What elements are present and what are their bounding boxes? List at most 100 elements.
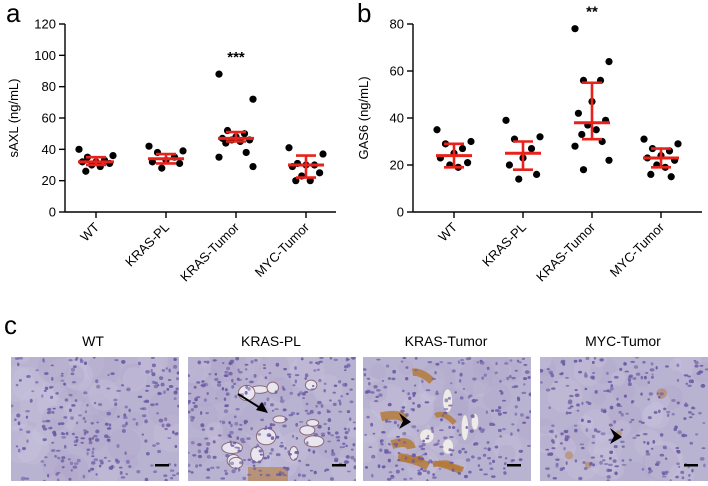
- cell-nucleus: [614, 471, 618, 476]
- cell-nucleus: [294, 379, 298, 384]
- cell-nucleus: [620, 440, 625, 443]
- cell-nucleus: [25, 415, 29, 419]
- cell-nucleus: [609, 450, 614, 455]
- cell-nucleus: [92, 447, 95, 451]
- cell-nucleus: [245, 385, 249, 390]
- cell-nucleus: [82, 416, 86, 420]
- cell-nucleus: [104, 422, 109, 426]
- cell-nucleus: [284, 418, 288, 421]
- cell-nucleus: [188, 470, 192, 473]
- cell-nucleus: [609, 390, 612, 393]
- brown-stain: [433, 411, 457, 425]
- cell-nucleus: [20, 476, 26, 481]
- cell-nucleus: [197, 454, 203, 459]
- cell-nucleus: [390, 475, 395, 479]
- cell-nucleus: [547, 452, 550, 456]
- cell-nucleus: [412, 401, 415, 405]
- cell-nucleus: [509, 359, 513, 362]
- cell-nucleus: [584, 372, 587, 375]
- cell-nucleus: [141, 414, 147, 418]
- cell-nucleus: [60, 372, 64, 375]
- cell-nucleus: [80, 441, 84, 444]
- y-tick-label: 40: [390, 111, 404, 126]
- cell-nucleus: [251, 460, 256, 464]
- data-point: [502, 116, 510, 124]
- cell-nucleus: [60, 432, 65, 435]
- cell-nucleus: [580, 418, 584, 423]
- cell-nucleus: [324, 469, 327, 472]
- cell-nucleus: [648, 392, 654, 396]
- cell-nucleus: [525, 416, 530, 419]
- cell-nucleus: [366, 389, 371, 394]
- cell-nucleus: [646, 441, 650, 445]
- cell-nucleus: [80, 437, 86, 440]
- y-tick-label: 20: [390, 158, 404, 173]
- tissue-patch: [265, 357, 298, 378]
- cell-nucleus: [456, 428, 460, 433]
- cell-nucleus: [169, 469, 175, 472]
- cell-nucleus: [433, 443, 438, 447]
- lumen: [420, 429, 434, 443]
- micrograph-canvas: [363, 357, 531, 481]
- cell-nucleus: [229, 440, 232, 443]
- cell-nucleus: [396, 423, 400, 428]
- cell-nucleus: [313, 470, 317, 475]
- cell-nucleus: [486, 366, 490, 371]
- cell-nucleus: [56, 478, 60, 481]
- cell-nucleus: [567, 407, 572, 410]
- cell-nucleus: [35, 380, 39, 384]
- cell-nucleus: [280, 395, 283, 400]
- cell-nucleus: [353, 427, 356, 431]
- cell-nucleus: [548, 370, 553, 374]
- cell-nucleus: [353, 479, 356, 481]
- cell-nucleus: [427, 361, 433, 364]
- tissue-patch: [608, 402, 643, 437]
- cell-nucleus: [228, 371, 233, 376]
- cell-nucleus: [108, 423, 112, 427]
- cell-nucleus: [283, 474, 287, 477]
- cell-nucleus: [231, 469, 236, 474]
- cell-nucleus: [120, 476, 126, 479]
- micrograph-wt: [11, 357, 179, 481]
- duct-lumen: [304, 379, 318, 391]
- lumen: [461, 415, 469, 441]
- cell-nucleus: [527, 375, 531, 379]
- cell-nucleus: [342, 383, 347, 387]
- cell-nucleus: [320, 403, 324, 408]
- cell-nucleus: [60, 374, 64, 377]
- cell-nucleus: [640, 392, 643, 396]
- cell-nucleus: [161, 369, 166, 372]
- tissue-patch: [427, 414, 442, 428]
- cell-nucleus: [229, 430, 234, 435]
- cell-nucleus: [42, 438, 47, 442]
- cell-nucleus: [376, 389, 381, 392]
- cell-nucleus: [214, 377, 219, 381]
- tissue-patch: [669, 357, 683, 371]
- cell-nucleus: [438, 467, 442, 470]
- cell-nucleus: [589, 375, 595, 380]
- cell-nucleus: [418, 445, 424, 448]
- cell-nucleus: [125, 421, 128, 426]
- cell-nucleus: [343, 445, 346, 448]
- cell-nucleus: [548, 452, 554, 456]
- cell-nucleus: [197, 442, 202, 447]
- cell-nucleus: [592, 463, 595, 467]
- cell-nucleus: [698, 411, 702, 415]
- data-point: [571, 142, 579, 150]
- cell-nucleus: [132, 418, 136, 421]
- tissue-patch: [40, 380, 63, 403]
- cell-nucleus: [603, 462, 609, 466]
- cell-nucleus: [212, 440, 216, 444]
- tissue-patch: [50, 464, 79, 481]
- cell-nucleus: [164, 478, 168, 481]
- cell-nucleus: [260, 418, 265, 422]
- cell-nucleus: [199, 411, 203, 415]
- cell-nucleus: [282, 424, 287, 428]
- cell-nucleus: [506, 376, 510, 381]
- cell-nucleus: [658, 395, 661, 399]
- cell-nucleus: [402, 441, 407, 444]
- tissue-patch: [331, 457, 356, 481]
- cell-nucleus: [379, 448, 383, 452]
- cell-nucleus: [173, 364, 178, 369]
- cell-nucleus: [63, 382, 67, 386]
